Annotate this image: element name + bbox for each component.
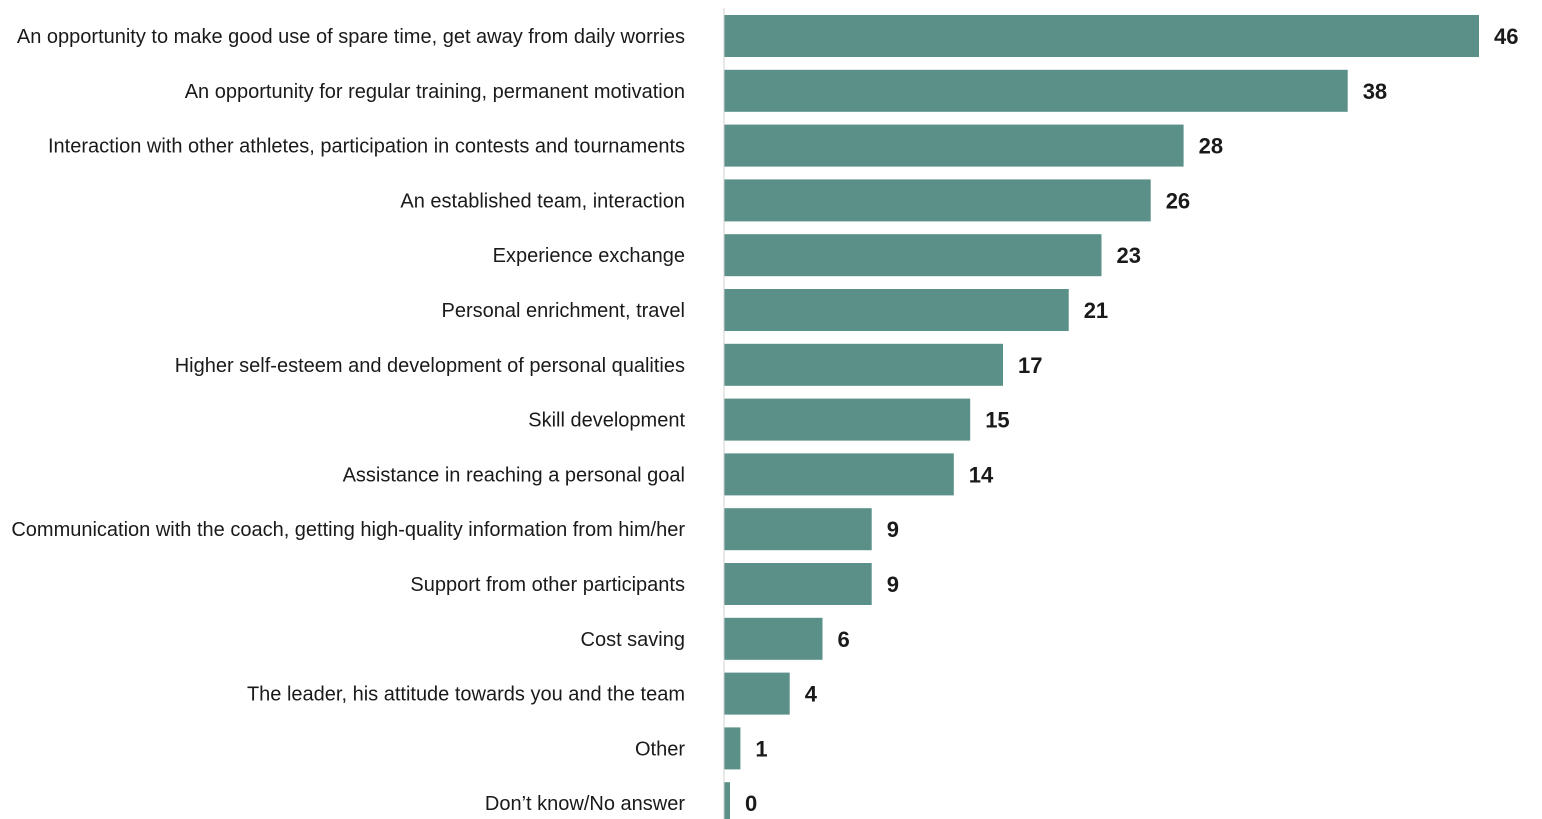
bar bbox=[724, 343, 1003, 386]
category-label: Personal enrichment, travel bbox=[442, 300, 685, 322]
bar bbox=[724, 179, 1151, 222]
value-label: 6 bbox=[838, 627, 850, 652]
category-label: Interaction with other athletes, partici… bbox=[48, 136, 685, 158]
value-label: 0 bbox=[745, 791, 757, 816]
category-label: Other bbox=[635, 738, 685, 760]
bar bbox=[724, 508, 872, 551]
value-label: 21 bbox=[1084, 298, 1108, 323]
value-label: 17 bbox=[1018, 353, 1042, 378]
category-label: Cost saving bbox=[581, 629, 686, 651]
bars-group bbox=[724, 15, 1479, 819]
value-label: 1 bbox=[755, 736, 767, 761]
bar bbox=[724, 453, 954, 496]
category-labels-group: An opportunity to make good use of spare… bbox=[11, 26, 685, 815]
value-label: 23 bbox=[1117, 243, 1141, 268]
bar bbox=[724, 727, 741, 770]
value-labels-group: 46 38 28 26 23 21 17 15 14 9 9 6 4 1 0 bbox=[745, 24, 1518, 816]
bar bbox=[724, 782, 730, 819]
bar bbox=[724, 69, 1348, 112]
category-label: Support from other participants bbox=[410, 574, 685, 596]
category-label: An opportunity for regular training, per… bbox=[185, 81, 685, 103]
category-label: The leader, his attitude towards you and… bbox=[247, 684, 685, 706]
value-label: 46 bbox=[1494, 24, 1518, 49]
bar bbox=[724, 398, 971, 441]
value-label: 14 bbox=[969, 462, 994, 487]
category-label: Communication with the coach, getting hi… bbox=[11, 519, 685, 541]
bar bbox=[724, 289, 1069, 331]
value-label: 28 bbox=[1199, 134, 1223, 159]
category-label: Higher self-esteem and development of pe… bbox=[175, 355, 685, 377]
bar bbox=[724, 234, 1102, 277]
value-label: 15 bbox=[985, 408, 1009, 433]
value-label: 26 bbox=[1166, 188, 1190, 213]
value-label: 9 bbox=[887, 572, 899, 597]
category-label: Skill development bbox=[528, 410, 685, 432]
bar bbox=[724, 672, 790, 715]
bar bbox=[724, 15, 1479, 57]
category-label: Experience exchange bbox=[493, 245, 685, 267]
bar bbox=[724, 563, 872, 605]
bar bbox=[724, 617, 823, 660]
bar bbox=[724, 124, 1184, 167]
value-label: 4 bbox=[805, 682, 818, 707]
category-label: Don’t know/No answer bbox=[485, 793, 685, 815]
category-label: Assistance in reaching a personal goal bbox=[343, 464, 685, 486]
category-label: An established team, interaction bbox=[400, 190, 685, 212]
category-label: An opportunity to make good use of spare… bbox=[17, 26, 685, 48]
value-label: 38 bbox=[1363, 79, 1387, 104]
value-label: 9 bbox=[887, 517, 899, 542]
